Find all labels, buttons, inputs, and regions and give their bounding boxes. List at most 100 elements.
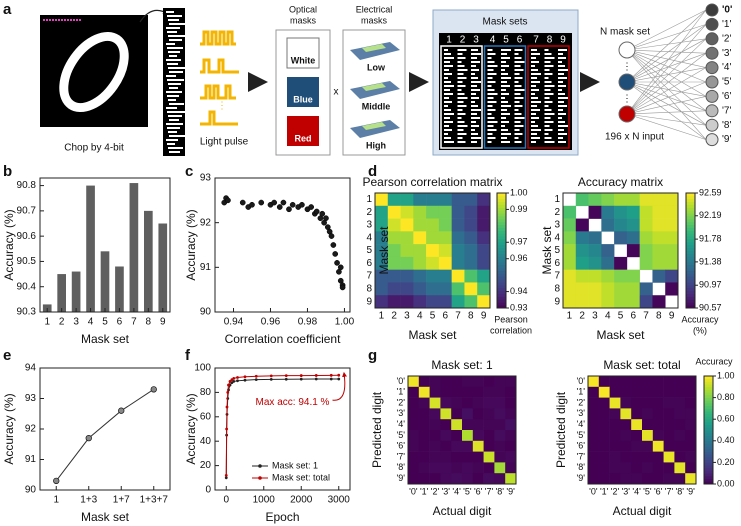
heatmap-cell bbox=[387, 282, 401, 296]
mask-stripe bbox=[457, 77, 467, 79]
connection bbox=[626, 9, 707, 83]
mask-stripe bbox=[487, 97, 494, 99]
colorbar-step bbox=[497, 276, 506, 280]
input-node bbox=[618, 73, 636, 91]
heatmap-cell bbox=[588, 408, 600, 420]
mask-stripe bbox=[471, 77, 478, 79]
point bbox=[236, 379, 239, 383]
mask-stripe bbox=[514, 101, 520, 103]
colorbar-step bbox=[704, 465, 713, 469]
heatmap-cell bbox=[408, 430, 420, 442]
mask-stripe bbox=[501, 69, 505, 71]
heatmap-cell bbox=[663, 473, 675, 485]
mask-stripe bbox=[544, 105, 549, 107]
mask-stripe bbox=[514, 125, 524, 127]
colorbar-step bbox=[686, 195, 695, 200]
point bbox=[226, 391, 230, 394]
heatmap-cell bbox=[400, 231, 414, 245]
heatmap-cell bbox=[620, 386, 632, 398]
panel-label: f bbox=[185, 347, 191, 364]
heatmap-cell bbox=[685, 430, 697, 442]
strip bbox=[168, 147, 183, 149]
x-tick-label: 1 bbox=[567, 311, 573, 322]
colorbar-step bbox=[686, 204, 695, 208]
heatmap-cell bbox=[400, 269, 414, 283]
colorbar-step bbox=[704, 467, 713, 471]
heatmap-cell bbox=[375, 231, 389, 245]
point bbox=[85, 435, 92, 442]
heatmap-cell bbox=[440, 473, 452, 485]
mask-stripe bbox=[471, 49, 478, 51]
connection bbox=[626, 113, 707, 126]
colorbar-step bbox=[497, 216, 506, 220]
mask-stripe bbox=[544, 121, 554, 123]
connection bbox=[626, 81, 707, 126]
heatmap-cell bbox=[494, 440, 506, 452]
heatmap-cell bbox=[639, 244, 653, 258]
heatmap-cell bbox=[505, 451, 517, 463]
colorbar-step bbox=[497, 305, 506, 309]
strip bbox=[169, 23, 187, 25]
colorbar-step bbox=[686, 236, 695, 240]
heatmap-cell bbox=[451, 451, 463, 463]
colorbar-step bbox=[686, 224, 695, 228]
heatmap-cell bbox=[494, 386, 506, 398]
mask-stripe bbox=[558, 81, 563, 83]
heatmap-cell bbox=[588, 451, 600, 463]
heatmap-cell bbox=[440, 386, 452, 398]
connection bbox=[626, 24, 707, 83]
heatmap-cell bbox=[451, 408, 463, 420]
digit-image bbox=[40, 15, 148, 127]
strip bbox=[169, 135, 185, 137]
mask-stripe bbox=[531, 57, 536, 59]
chopped-strip bbox=[163, 8, 185, 156]
y-tick-label: 1 bbox=[366, 194, 372, 205]
x-tick-label: 0.94 bbox=[224, 317, 244, 328]
point bbox=[289, 201, 296, 208]
panel-label: d bbox=[368, 163, 377, 180]
heatmap-cell bbox=[601, 218, 615, 232]
heatmap-cell bbox=[472, 386, 484, 398]
mask-stripe bbox=[444, 137, 451, 139]
strip bbox=[168, 35, 185, 37]
mask-stripe bbox=[544, 89, 551, 91]
colorbar-tick-label: 0.97 bbox=[510, 237, 528, 247]
heatmap-cell bbox=[685, 440, 697, 452]
heatmap-cell bbox=[614, 205, 628, 219]
mask-stripe bbox=[514, 129, 520, 131]
plot-frame bbox=[374, 192, 491, 309]
x-tick-label: 2 bbox=[579, 311, 585, 322]
heatmap-cell bbox=[598, 419, 610, 431]
colorbar-tick-label: 1.00 bbox=[717, 370, 735, 380]
heatmap-cell bbox=[652, 408, 664, 420]
mask-stripe bbox=[444, 109, 451, 111]
mask-stripe bbox=[487, 73, 497, 75]
heatmap-cell bbox=[483, 430, 495, 442]
point bbox=[299, 377, 303, 381]
strip bbox=[166, 107, 177, 109]
connection bbox=[626, 49, 707, 140]
x-tick-label: 8 bbox=[656, 311, 662, 322]
input-node bbox=[618, 41, 636, 59]
mask-set-number: 5 bbox=[503, 35, 509, 46]
heatmap-cell bbox=[639, 193, 653, 207]
heatmap-cell bbox=[400, 256, 414, 270]
y-tick-label: 90.7 bbox=[17, 206, 37, 217]
heatmap-cell bbox=[505, 376, 517, 388]
legend-label: Mask set: total bbox=[272, 472, 330, 482]
heatmap-cell bbox=[685, 451, 697, 463]
point bbox=[258, 199, 265, 206]
connection bbox=[626, 110, 707, 115]
y-tick-label: '8' bbox=[577, 462, 586, 472]
mask-stripe bbox=[444, 133, 448, 135]
mask-stripe bbox=[514, 113, 522, 115]
heatmap-cell bbox=[588, 376, 600, 388]
mask-stripe bbox=[487, 101, 497, 103]
mask-label: Red bbox=[294, 133, 311, 143]
heatmap-cell bbox=[494, 451, 506, 463]
heatmap-cell bbox=[505, 440, 517, 452]
mask-label: Blue bbox=[293, 94, 313, 104]
mask-stripe bbox=[558, 97, 568, 99]
colorbar-step bbox=[704, 427, 713, 431]
x-tick-label: 5 bbox=[102, 317, 108, 328]
